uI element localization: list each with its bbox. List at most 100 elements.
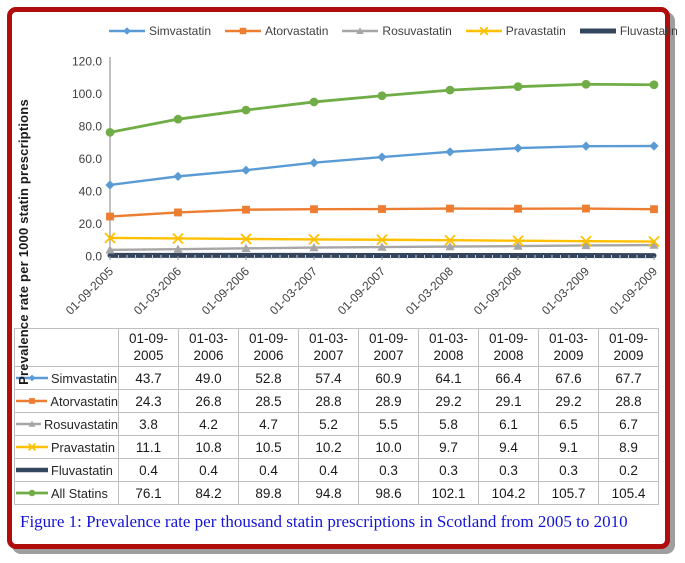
chart-area: 0.0 20.0 40.0 60.0 80.0 100.0 120.0 01-09-2005 0…	[12, 41, 665, 385]
table-cell: 84.2	[178, 481, 239, 505]
legend-marker-diamond-icon	[109, 27, 145, 35]
table-cell: 104.2	[478, 481, 539, 505]
table-cell: 4.2	[178, 412, 239, 436]
table-cell: 9.1	[538, 435, 599, 459]
legend-marker-triangle-icon	[342, 27, 379, 35]
table-cell: 5.5	[358, 412, 419, 436]
table-cell: 28.8	[598, 389, 659, 413]
table-cell: 6.7	[598, 412, 659, 436]
legend-label: Simvastatin	[149, 24, 212, 38]
table-cell: 102.1	[418, 481, 479, 505]
table-cell: 49.0	[178, 366, 239, 390]
table-cell: 10.2	[298, 435, 359, 459]
table-cell: 26.8	[178, 389, 239, 413]
table-header-cell: 01-03- 2009	[538, 328, 599, 367]
row-label-pravastatin: Pravastatin	[14, 435, 119, 459]
row-series-circle-icon	[16, 489, 48, 497]
table-cell: 5.8	[418, 412, 479, 436]
table-cell: 60.9	[358, 366, 419, 390]
table-cell: 67.7	[598, 366, 659, 390]
row-label-fluvastatin: Fluvastatin	[14, 458, 119, 482]
table-cell: 6.5	[538, 412, 599, 436]
table-cell: 57.4	[298, 366, 359, 390]
row-series-square-icon	[16, 398, 48, 404]
table-cell: 43.7	[118, 366, 179, 390]
row-series-diamond-icon	[16, 374, 48, 382]
legend-item-atorvastatin: Atorvastatin	[224, 24, 328, 38]
row-label-text: Fluvastatin	[51, 462, 113, 478]
table-header-cell: 01-09- 2008	[478, 328, 539, 367]
table-cell: 0.4	[118, 458, 179, 482]
row-label-text: All Statins	[51, 485, 108, 501]
table-header-cell: 01-09- 2007	[358, 328, 419, 367]
svg-text:100.0: 100.0	[72, 87, 102, 101]
row-label-rosuvastatin: Rosuvastatin	[14, 412, 119, 436]
table-cell: 29.2	[418, 389, 479, 413]
table-cell: 0.3	[538, 458, 599, 482]
row-label-text: Simvastatin	[51, 370, 118, 386]
svg-text:01-09-2008: 01-09-2008	[471, 264, 525, 318]
legend-label: Rosuvastatin	[382, 24, 452, 38]
table-cell: 94.8	[298, 481, 359, 505]
table-cell: 0.4	[298, 458, 359, 482]
table-header-cell: 01-03- 2008	[418, 328, 479, 367]
data-table: 01-09- 2005 01-03- 2006 01-09- 2006 01-03- 2007…	[14, 328, 659, 505]
table-header-cell: 01-03- 2007	[298, 328, 359, 367]
row-label-text: Pravastatin	[51, 439, 116, 455]
table-cell: 29.2	[538, 389, 599, 413]
legend-marker-x-icon	[465, 26, 502, 36]
table-cell: 9.4	[478, 435, 539, 459]
table-cell: 9.7	[418, 435, 479, 459]
table-header-cell: 01-09- 2006	[238, 328, 299, 367]
table-cell: 0.2	[598, 458, 659, 482]
svg-text:80.0: 80.0	[79, 120, 103, 134]
table-cell: 0.3	[418, 458, 479, 482]
row-label-all-statins: All Statins	[14, 481, 119, 505]
table-cell: 64.1	[418, 366, 479, 390]
table-cell: 52.8	[238, 366, 299, 390]
table-cell: 10.5	[238, 435, 299, 459]
table-cell: 67.6	[538, 366, 599, 390]
table-cell: 29.1	[478, 389, 539, 413]
legend-marker-none-line	[579, 28, 616, 34]
table-cell: 28.9	[358, 389, 419, 413]
svg-text:01-03-2007: 01-03-2007	[267, 264, 321, 318]
table-cell: 10.8	[178, 435, 239, 459]
legend-label: Atorvastatin	[265, 24, 329, 38]
table-row-fluvastatin: Fluvastatin 0.4 0.4 0.4 0.4 0.3 0.3 0.3 0.3 0.2	[14, 458, 659, 482]
table-cell: 0.4	[238, 458, 299, 482]
table-cell: 66.4	[478, 366, 539, 390]
svg-text:0.0: 0.0	[85, 250, 102, 264]
legend-item-pravastatin: Pravastatin	[465, 24, 566, 38]
table-cell: 8.9	[598, 435, 659, 459]
legend-label: Fluvastatin	[619, 24, 678, 38]
legend-label: Pravastatin	[505, 24, 566, 38]
table-cell: 11.1	[118, 435, 179, 459]
table-row-pravastatin: Pravastatin 11.1 10.8 10.5 10.2 10.0 9.7 9.4 9.1…	[14, 435, 659, 459]
table-row-all-statins: All Statins 76.1 84.2 89.8 94.8 98.6 102.1 104.…	[14, 481, 659, 505]
table-header-cell: 01-09- 2005	[118, 328, 179, 367]
table-cell: 5.2	[298, 412, 359, 436]
svg-text:01-03-2006: 01-03-2006	[131, 264, 185, 318]
svg-text:20.0: 20.0	[79, 217, 103, 231]
svg-text:40.0: 40.0	[79, 185, 103, 199]
row-label-text: Atorvastatin	[50, 393, 118, 409]
table-cell: 28.5	[238, 389, 299, 413]
table-cell: 3.8	[118, 412, 179, 436]
svg-text:01-09-2005: 01-09-2005	[63, 264, 117, 318]
row-series-x-icon	[16, 442, 48, 452]
table-cell: 4.7	[238, 412, 299, 436]
table-cell: 0.3	[358, 458, 419, 482]
table-cell: 105.7	[538, 481, 599, 505]
table-row-atorvastatin: Atorvastatin 24.3 26.8 28.5 28.8 28.9 29.2 29.1…	[14, 389, 659, 413]
svg-text:01-09-2009: 01-09-2009	[607, 264, 661, 318]
table-cell: 105.4	[598, 481, 659, 505]
row-label-atorvastatin: Atorvastatin	[14, 389, 119, 413]
svg-text:01-09-2006: 01-09-2006	[199, 264, 253, 318]
svg-text:01-03-2009: 01-03-2009	[539, 264, 593, 318]
table-row-simvastatin: Simvastatin 43.7 49.0 52.8 57.4 60.9 64.1 66.4 6…	[14, 366, 659, 390]
legend-item-fluvastatin: Fluvastatin	[579, 24, 678, 38]
table-cell: 0.4	[178, 458, 239, 482]
table-cell: 89.8	[238, 481, 299, 505]
row-label-text: Rosuvastatin	[44, 416, 118, 432]
